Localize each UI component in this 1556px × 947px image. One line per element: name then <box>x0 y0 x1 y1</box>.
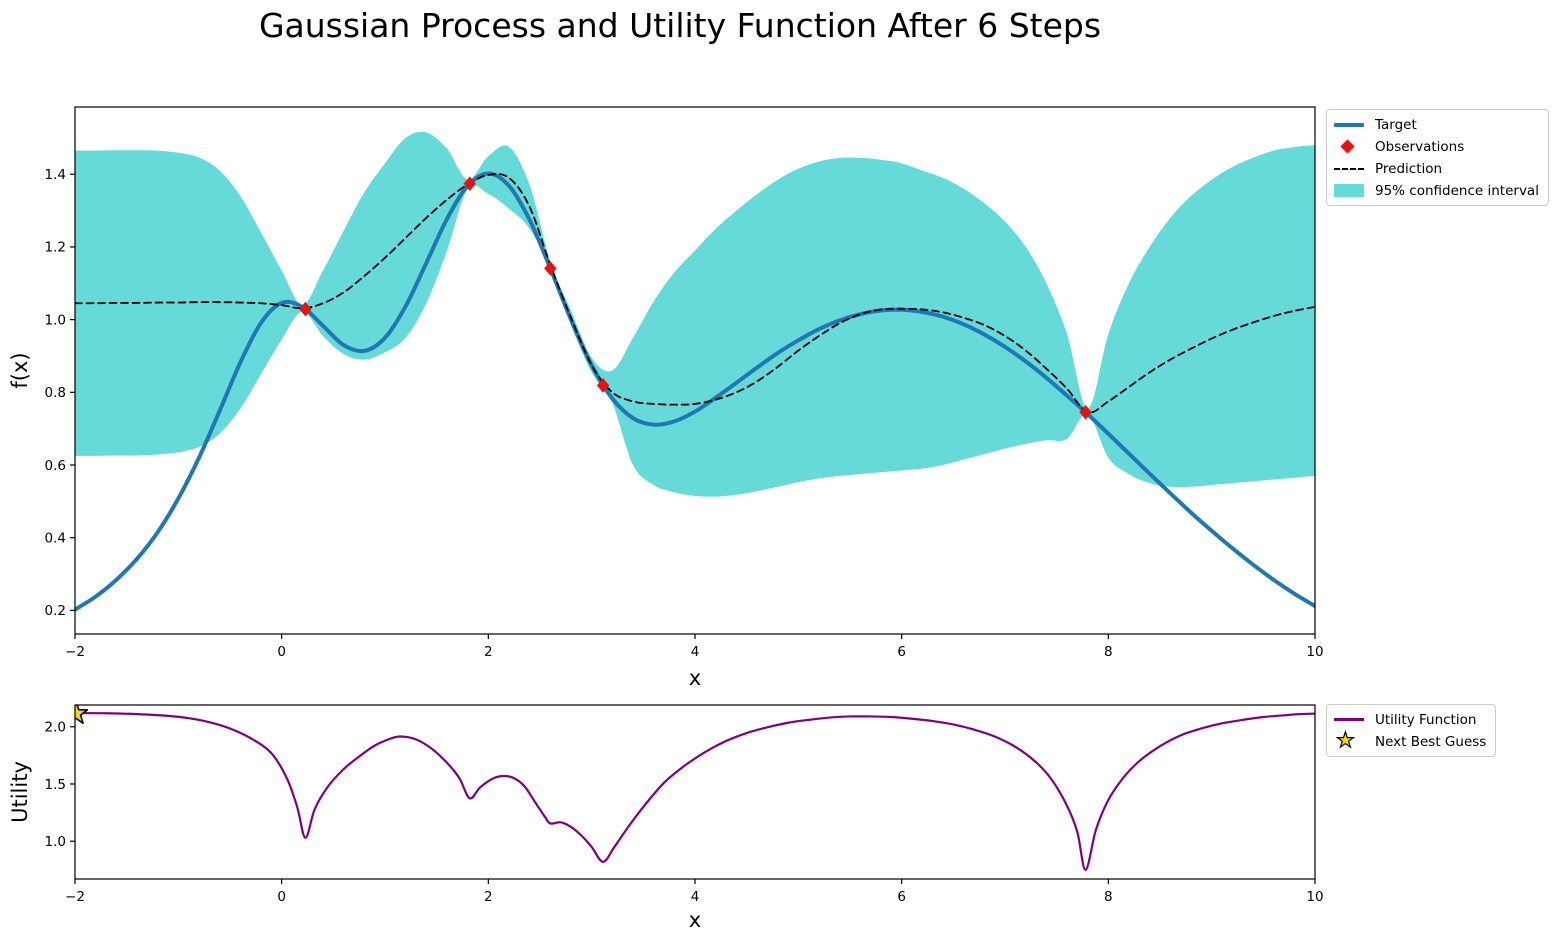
y-tick-label: 1.2 <box>45 240 66 256</box>
utility-y-axis-label: Utility <box>8 761 32 823</box>
next-best-guess-star-icon <box>75 705 89 725</box>
y-tick-label: 0.2 <box>45 603 66 619</box>
legend-label-prediction: Prediction <box>1375 160 1443 177</box>
observation-diamond-icon <box>1079 404 1092 420</box>
x-tick-label: 4 <box>691 644 700 660</box>
observation-diamond-icon <box>299 301 312 317</box>
observation-diamond-icon <box>463 176 476 191</box>
legend-label-target: Target <box>1375 116 1417 133</box>
y-tick-label: 1.4 <box>45 167 66 183</box>
utility-plot-area <box>75 705 1315 871</box>
x-tick-label: −2 <box>65 644 85 660</box>
confidence-band <box>75 131 1315 497</box>
legend-item-observations: Observations <box>1334 137 1539 156</box>
utility-axes-frame <box>74 704 1316 880</box>
y-tick-label: 1.0 <box>45 312 66 328</box>
observation-diamond-icon <box>544 261 557 276</box>
y-tick-label: 1.5 <box>45 777 66 793</box>
legend-item-target: Target <box>1334 115 1539 134</box>
x-tick-label: 4 <box>691 889 700 905</box>
utility-x-axis-label: x <box>689 908 701 932</box>
legend-item-confidence: 95% confidence interval <box>1334 181 1539 200</box>
x-tick-label: 10 <box>1306 644 1323 660</box>
x-tick-label: 10 <box>1306 889 1323 905</box>
figure-title: Gaussian Process and Utility Function Af… <box>258 6 1102 45</box>
gp-legend: Target Observations Prediction 95% confi… <box>1326 109 1549 206</box>
legend-item-prediction: Prediction <box>1334 159 1539 178</box>
gaussian-process-x-axis-label: x <box>689 666 701 690</box>
y-tick-label: 1.0 <box>45 834 66 850</box>
legend-item-next-best-guess: ★ Next Best Guess <box>1334 728 1487 752</box>
x-tick-label: 2 <box>484 889 493 905</box>
utility-line-icon <box>1334 718 1364 721</box>
utility-legend: Utility Function ★ Next Best Guess <box>1326 704 1497 757</box>
target-line <box>75 171 1315 612</box>
x-tick-label: 0 <box>277 889 286 905</box>
legend-item-utility: Utility Function <box>1334 710 1486 729</box>
prediction-line <box>75 173 1315 414</box>
legend-label-confidence: 95% confidence interval <box>1375 182 1539 199</box>
x-tick-label: 8 <box>1104 889 1113 905</box>
confidence-band-icon <box>1334 184 1364 197</box>
observations-markers <box>299 176 1092 420</box>
dashed-line-icon <box>1334 167 1364 170</box>
diamond-marker-icon <box>1340 139 1355 154</box>
x-tick-label: 2 <box>484 644 493 660</box>
legend-label-observations: Observations <box>1375 138 1465 155</box>
legend-label-next-best-guess: Next Best Guess <box>1375 733 1487 750</box>
star-icon: ★ <box>1335 728 1355 752</box>
y-tick-label: 2.0 <box>45 720 66 736</box>
x-tick-label: 6 <box>897 889 906 905</box>
gaussian-process-plot-area <box>75 131 1315 612</box>
y-tick-label: 0.8 <box>45 385 66 401</box>
x-tick-label: 0 <box>277 644 286 660</box>
observation-diamond-icon <box>596 378 610 393</box>
legend-label-utility: Utility Function <box>1375 711 1477 728</box>
target-line-icon <box>1334 122 1364 127</box>
x-tick-label: 8 <box>1104 644 1113 660</box>
gaussian-process-y-axis-label: f(x) <box>8 352 32 388</box>
y-tick-label: 0.4 <box>45 530 66 546</box>
y-tick-label: 0.6 <box>45 458 66 474</box>
utility-line <box>75 711 1315 871</box>
x-tick-label: 6 <box>897 644 906 660</box>
x-tick-label: −2 <box>65 889 85 905</box>
